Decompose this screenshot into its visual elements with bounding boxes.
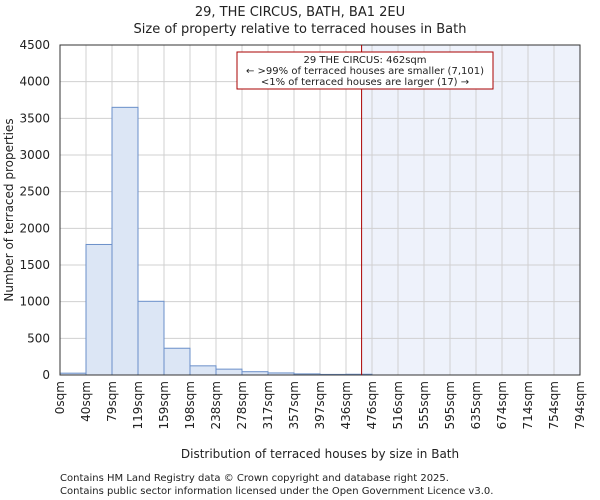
x-tick-label: 357sqm [287, 381, 301, 429]
histogram-bar [137, 300, 165, 376]
x-tick-label: 79sqm [105, 381, 119, 422]
y-tick-label: 4000 [19, 75, 50, 89]
y-tick-label: 1500 [19, 258, 50, 272]
y-tick-label: 1000 [19, 295, 50, 309]
annotation-line-1: 29 THE CIRCUS: 462sqm [304, 55, 427, 66]
histogram-bar [163, 347, 191, 376]
annotation-box [236, 51, 494, 90]
histogram-bar [85, 243, 113, 376]
x-tick-label: 436sqm [339, 381, 353, 429]
y-tick-label: 2000 [19, 221, 50, 235]
x-tick-label: 238sqm [209, 381, 223, 429]
x-tick-label: 794sqm [573, 381, 587, 429]
x-tick-label: 119sqm [131, 381, 145, 429]
annotation-line-3: <1% of terraced houses are larger (17) → [261, 77, 469, 88]
x-tick-label: 40sqm [79, 381, 93, 422]
histogram-bar [215, 368, 243, 376]
footer-line-1: Contains HM Land Registry data © Crown c… [60, 473, 449, 484]
x-tick-label: 555sqm [417, 381, 431, 429]
x-tick-label: 674sqm [495, 381, 509, 429]
chart-title: 29, THE CIRCUS, BATH, BA1 2EU [195, 5, 405, 20]
x-tick-label: 198sqm [183, 381, 197, 429]
y-axis-label: Number of terraced properties [2, 118, 16, 301]
footer-line-2: Contains public sector information licen… [60, 486, 493, 497]
y-tick-label: 3500 [19, 111, 50, 125]
x-tick-label: 397sqm [313, 381, 327, 429]
x-tick-label: 476sqm [365, 381, 379, 429]
larger-region-highlight [361, 45, 580, 375]
annotation-line-2: ← >99% of terraced houses are smaller (7… [246, 66, 484, 77]
x-tick-label: 714sqm [521, 381, 535, 429]
y-tick-label: 4500 [19, 38, 50, 52]
plot-frame [59, 44, 581, 376]
x-tick-label: 595sqm [443, 381, 457, 429]
y-tick-label: 2500 [19, 185, 50, 199]
x-axis-label: Distribution of terraced houses by size … [181, 447, 459, 461]
plot-area: 0 500 1000 1500 2000 2500 3000 3500 4000 4500 0sqm… [19, 38, 587, 429]
x-tick-label: 317sqm [261, 381, 275, 429]
histogram-bar [189, 365, 217, 376]
x-tick-label: 0sqm [53, 381, 67, 414]
histogram-bar [111, 106, 139, 376]
x-tick-label: 754sqm [547, 381, 561, 429]
y-tick-label: 500 [27, 331, 50, 345]
x-tick-label: 635sqm [469, 381, 483, 429]
x-tick-label: 516sqm [391, 381, 405, 429]
y-tick-label: 0 [42, 368, 50, 382]
y-tick-label: 3000 [19, 148, 50, 162]
x-tick-label: 159sqm [157, 381, 171, 429]
chart-subtitle: Size of property relative to terraced ho… [134, 22, 467, 37]
x-tick-label: 278sqm [235, 381, 249, 429]
